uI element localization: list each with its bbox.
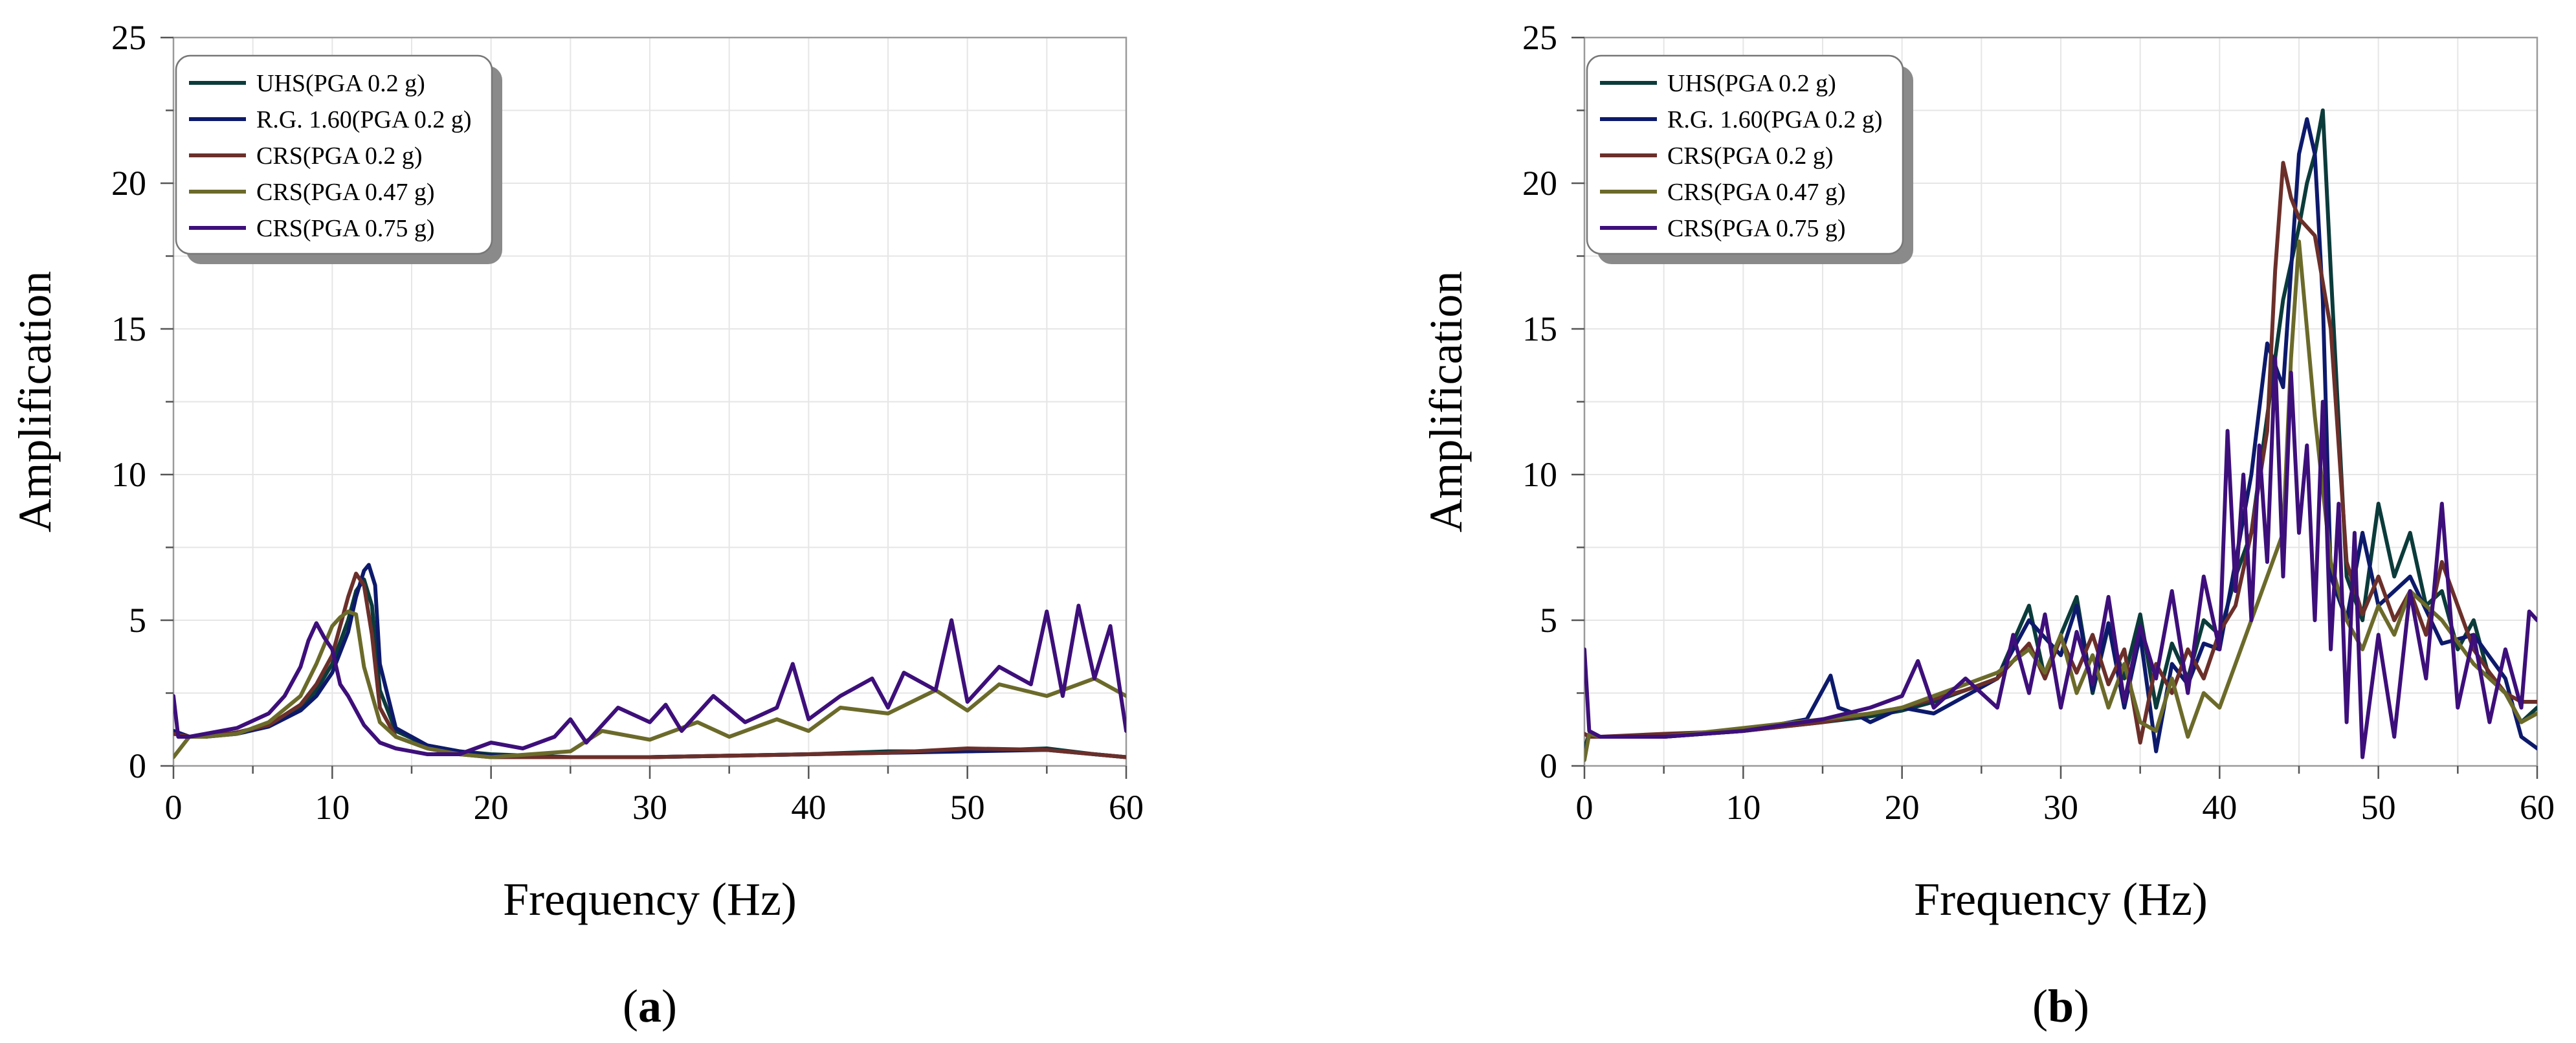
panel-label-letter: a — [638, 980, 661, 1032]
axis-ticks-b: 0 10 20 30 40 50 60 0 5 10 15 20 25 — [1522, 18, 2555, 827]
y-tick-label: 20 — [111, 164, 146, 203]
x-tick-label: 20 — [474, 788, 509, 827]
x-tick-label: 10 — [1726, 788, 1760, 827]
x-tick-label: 20 — [1885, 788, 1920, 827]
y-tick-label: 15 — [111, 309, 146, 348]
legend-label: CRS(PGA 0.2 g) — [1667, 142, 1834, 170]
y-tick-label: 25 — [1522, 18, 1557, 57]
y-tick-label: 25 — [111, 18, 146, 57]
series-line-1 — [1584, 108, 2537, 750]
legend-label: CRS(PGA 0.75 g) — [256, 215, 435, 242]
series-line-5 — [173, 603, 1126, 756]
grid-b — [1584, 38, 2537, 766]
y-tick-label: 5 — [1540, 601, 1557, 640]
panel-label-b: (b) — [2032, 980, 2089, 1032]
x-tick-label: 0 — [1576, 788, 1593, 827]
legend-b: UHS(PGA 0.2 g) R.G. 1.60(PGA 0.2 g) CRS(PG… — [1586, 54, 1913, 264]
x-tick-label: 10 — [315, 788, 350, 827]
series-line-4 — [173, 609, 1126, 759]
x-axis-title-a: Frequency (Hz) — [503, 873, 797, 925]
series-line-3 — [173, 572, 1126, 759]
legend-label: CRS(PGA 0.75 g) — [1667, 215, 1846, 242]
y-tick-label: 5 — [129, 601, 146, 640]
axis-ticks-a: 0 10 20 30 40 50 60 0 5 10 15 20 25 — [111, 18, 1144, 827]
y-tick-label: 10 — [111, 455, 146, 494]
y-tick-label: 10 — [1522, 455, 1557, 494]
legend-label: CRS(PGA 0.47 g) — [1667, 179, 1846, 206]
x-tick-label: 0 — [165, 788, 183, 827]
legend-box — [175, 54, 493, 255]
panel-label-a: (a) — [623, 980, 677, 1032]
legend-label: CRS(PGA 0.47 g) — [256, 179, 435, 206]
panel-label-close-paren: ) — [661, 980, 677, 1032]
legend-a: UHS(PGA 0.2 g) R.G. 1.60(PGA 0.2 g) CRS(PG… — [175, 54, 502, 264]
series-line-5 — [1584, 356, 2537, 759]
legend-label: R.G. 1.60(PGA 0.2 g) — [256, 106, 472, 133]
chart-panel-a: 0 10 20 30 40 50 60 0 5 10 15 20 25 Frequency (Hz) A… — [9, 18, 1144, 1032]
legend-label: R.G. 1.60(PGA 0.2 g) — [1667, 106, 1883, 133]
x-axis-title-b: Frequency (Hz) — [1914, 873, 2208, 925]
grid-a — [173, 38, 1126, 766]
y-tick-label: 20 — [1522, 164, 1557, 203]
panel-label-open-paren: ( — [623, 980, 638, 1032]
series-line-4 — [1584, 240, 2537, 762]
series-group-b — [1584, 108, 2537, 762]
x-tick-label: 60 — [2520, 788, 2555, 827]
chart-panel-b: 0 10 20 30 40 50 60 0 5 10 15 20 25 Frequency (Hz) A… — [1420, 18, 2555, 1032]
y-axis-title-a: Amplification — [9, 271, 61, 533]
y-tick-label: 0 — [1540, 746, 1557, 785]
panel-label-close-paren: ) — [2074, 980, 2089, 1032]
x-tick-label: 60 — [1109, 788, 1144, 827]
panel-label-letter: b — [2048, 980, 2074, 1032]
legend-box — [1586, 54, 1904, 255]
x-tick-label: 40 — [2202, 788, 2237, 827]
x-tick-label: 50 — [950, 788, 985, 827]
y-axis-title-b: Amplification — [1420, 271, 1472, 533]
series-group-a — [173, 563, 1126, 759]
y-tick-label: 15 — [1522, 309, 1557, 348]
legend-label: CRS(PGA 0.2 g) — [256, 142, 423, 170]
x-tick-label: 30 — [2043, 788, 2078, 827]
y-tick-label: 0 — [129, 746, 146, 785]
panel-label-open-paren: ( — [2032, 980, 2048, 1032]
legend-label: UHS(PGA 0.2 g) — [1667, 70, 1836, 97]
legend-label: UHS(PGA 0.2 g) — [256, 70, 425, 97]
x-tick-label: 40 — [791, 788, 826, 827]
x-tick-label: 30 — [632, 788, 667, 827]
x-tick-label: 50 — [2361, 788, 2396, 827]
